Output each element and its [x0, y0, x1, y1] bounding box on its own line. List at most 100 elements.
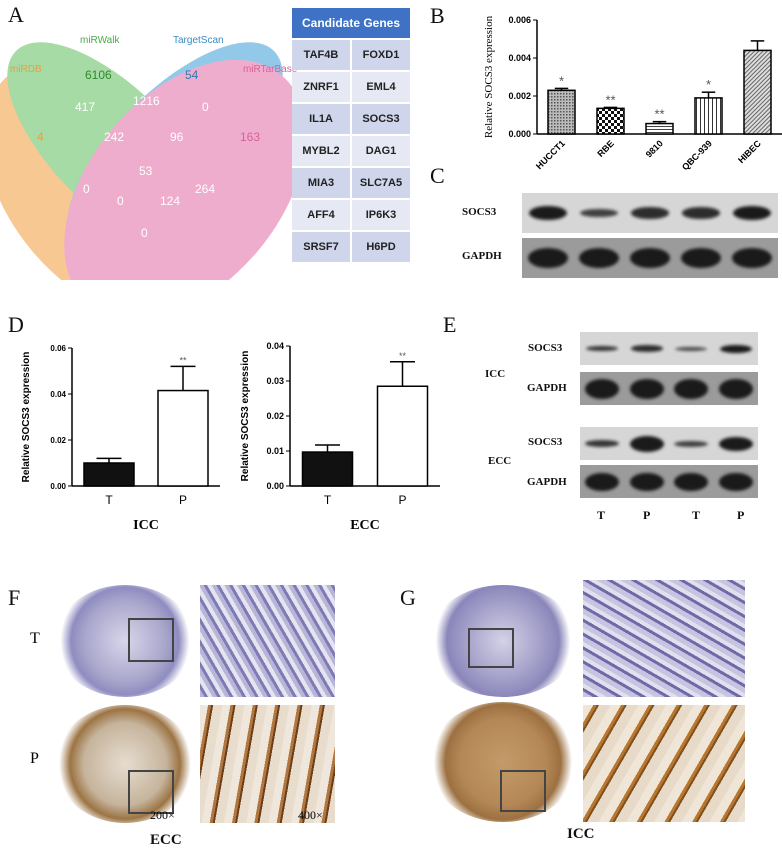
venn-labels: miRDB miRWalk TargetScan miRTarBase 4 61… — [0, 0, 297, 280]
y-tick-label: 0.06 — [50, 344, 66, 353]
magnification-200x: 200× — [150, 808, 175, 822]
western-blot-e-ecc-socs3 — [580, 427, 758, 460]
row-label-t: T — [30, 630, 40, 647]
blot-band — [631, 207, 669, 219]
western-blot-e-icc-gapdh — [580, 372, 758, 405]
blot-band — [674, 472, 709, 491]
gene-cell: IP6K3 — [352, 200, 410, 230]
venn-count: 242 — [104, 130, 125, 144]
blot-band — [718, 436, 753, 451]
bar — [157, 389, 209, 487]
bar — [694, 97, 723, 135]
ihc-image-ecc-t-200x — [55, 585, 195, 697]
blot-band — [586, 345, 619, 352]
x-tick-label: RBE — [595, 138, 616, 159]
zoom-box — [468, 628, 514, 668]
venn-count: 6106 — [85, 68, 112, 82]
ihc-image-ecc-p-400x — [200, 705, 335, 823]
significance-mark: ** — [654, 107, 664, 122]
y-tick-label: 0.006 — [508, 15, 531, 25]
blot-band — [629, 378, 664, 399]
x-tick-label: 9810 — [644, 138, 665, 159]
blot-band — [732, 248, 773, 268]
panel-label-f: F — [8, 585, 21, 610]
gene-cell: H6PD — [352, 232, 410, 262]
blot-band — [675, 346, 708, 351]
venn-name-mirdb: miRDB — [10, 64, 42, 75]
panel-label-c: C — [430, 163, 445, 188]
venn-count: 4 — [37, 130, 44, 144]
western-blot-c-gapdh — [522, 238, 778, 278]
table-row: SRSF7 H6PD — [292, 232, 410, 262]
gene-cell: FOXD1 — [352, 40, 410, 70]
bar — [645, 122, 674, 135]
blot-band — [718, 472, 753, 491]
blot-band — [630, 248, 670, 268]
y-tick-label: 0.000 — [508, 129, 531, 139]
blot-band — [629, 435, 664, 452]
venn-count: 96 — [170, 130, 184, 144]
blot-label-gapdh: GAPDH — [527, 476, 567, 488]
bar — [596, 107, 625, 135]
x-axis-label: ECC — [350, 518, 380, 533]
venn-diagram — [0, 42, 292, 280]
x-tick-label: HIBEC — [736, 138, 763, 165]
ihc-label-icc: ICC — [567, 826, 595, 842]
x-tick-label: T — [105, 493, 113, 507]
venn-count: 163 — [240, 130, 261, 144]
gene-cell: IL1A — [292, 104, 350, 134]
venn-count: 264 — [195, 182, 216, 196]
y-tick-label: 0.01 — [266, 446, 284, 456]
gene-cell: SRSF7 — [292, 232, 350, 262]
lane-label: T — [597, 508, 606, 522]
lane-label: P — [737, 508, 745, 522]
row-label-p: P — [30, 750, 39, 767]
candidate-genes-table: Candidate Genes TAF4B FOXD1 ZNRF1 EML4 IL1A S… — [292, 8, 410, 264]
western-blot-e-ecc-gapdh — [580, 465, 758, 498]
y-axis-label: Relative SOCS3 expression — [483, 15, 495, 138]
blot-group-icc: ICC — [485, 368, 506, 380]
chart-d-icc: 0.00 0.02 0.04 0.06 Relative SOCS3 expressio… — [21, 344, 220, 533]
venn-count: 0 — [202, 100, 209, 114]
y-tick-label: 0.002 — [508, 91, 531, 101]
y-tick-label: 0.03 — [266, 376, 284, 386]
lane-label: P — [643, 508, 651, 522]
y-tick-label: 0.02 — [50, 436, 66, 445]
venn-count: 417 — [75, 100, 96, 114]
blot-label-socs3: SOCS3 — [528, 436, 563, 448]
blot-band — [578, 248, 619, 268]
bar — [83, 462, 135, 487]
table-row: TAF4B FOXD1 — [292, 40, 410, 70]
zoom-box — [500, 770, 546, 812]
table-row: MIA3 SLC7A5 — [292, 168, 410, 198]
blot-label-gapdh: GAPDH — [462, 250, 502, 262]
venn-count: 53 — [139, 164, 153, 178]
blot-band — [674, 378, 709, 399]
x-tick-label: P — [179, 493, 187, 507]
panel-label-g: G — [400, 585, 416, 610]
x-tick-label: P — [398, 493, 406, 507]
venn-count: 1216 — [133, 94, 160, 108]
y-axis-label: Relative SOCS3 expression — [21, 352, 32, 483]
western-blot-e-icc-socs3 — [580, 332, 758, 365]
blot-band — [674, 440, 709, 447]
bar — [547, 89, 576, 135]
significance-mark: * — [706, 77, 711, 92]
ihc-image-icc-p-400x — [583, 705, 745, 822]
table-row: ZNRF1 EML4 — [292, 72, 410, 102]
venn-set-mirtarbase — [64, 59, 292, 280]
significance-mark: * — [559, 73, 564, 88]
y-tick-label: 0.004 — [508, 53, 531, 63]
western-blot-c-socs3 — [522, 193, 778, 233]
blot-label-socs3: SOCS3 — [462, 206, 497, 218]
venn-name-targetscan: TargetScan — [173, 35, 224, 46]
gene-cell: MIA3 — [292, 168, 350, 198]
ihc-label-ecc: ECC — [150, 832, 182, 848]
panel-label-a: A — [8, 2, 24, 27]
venn-count: 0 — [141, 226, 148, 240]
table-row: AFF4 IP6K3 — [292, 200, 410, 230]
blot-band — [682, 207, 721, 219]
blot-band — [527, 248, 568, 268]
panel-label-e: E — [443, 312, 457, 337]
